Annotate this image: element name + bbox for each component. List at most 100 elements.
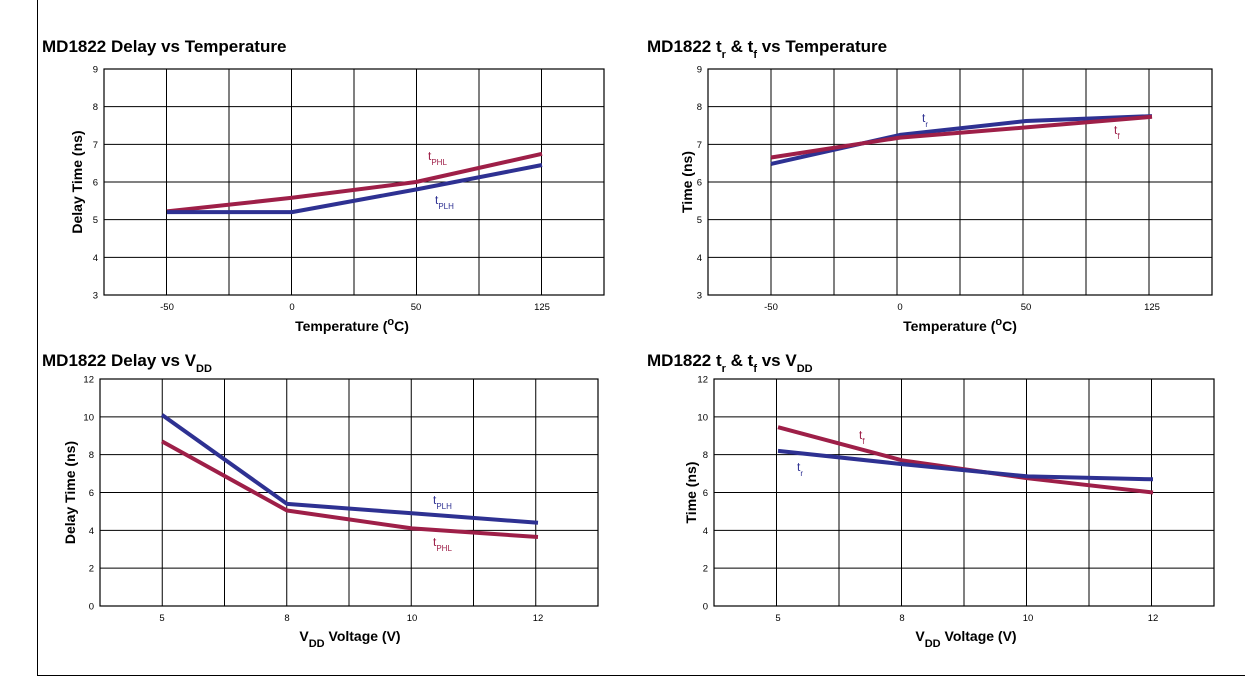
chart-title-subscript-f: f [753,363,757,375]
series-label-tplh: tPLH [433,493,452,511]
x-axis-label-subscript: DD [309,638,325,650]
series-label-text: t [1114,123,1118,137]
series-label-text: t [428,149,432,163]
x-tick-label: 125 [534,302,550,313]
y-tick-label: 3 [697,291,702,302]
y-tick-label: 5 [697,215,702,226]
x-axis-label-superscript: o [387,316,394,328]
series-label-text: t [433,493,437,507]
x-axis-label-tail: Voltage (V) [941,628,1017,644]
plot-grid [100,379,598,606]
y-axis-label: Delay Time (ns) [69,130,85,233]
x-axis-label: VDD Voltage (V) [915,628,1016,650]
x-axis-label-tail: C) [1002,318,1017,334]
y-tick-label: 0 [703,602,708,613]
y-tick-label: 5 [93,215,98,226]
y-axis-label: Time (ns) [683,462,699,524]
chart-title-text: MD1822 t [647,351,722,370]
y-tick-label: 6 [89,488,94,499]
y-tick-label: 8 [89,450,94,461]
y-axis-label: Delay Time (ns) [62,441,78,544]
x-axis-label-subscript: DD [925,638,941,650]
series-label-tf: tf [859,428,865,446]
x-tick-label: 0 [289,302,294,313]
series-label-tphl: tPHL [433,535,452,553]
series-label-text: t [797,460,801,474]
y-tick-label: 10 [697,412,708,423]
y-tick-label: 4 [93,253,98,264]
series-label-tf: tf [1114,123,1120,141]
x-axis-label-tail: C) [394,318,409,334]
y-tick-label: 3 [93,291,98,302]
x-axis-label-tail: Voltage (V) [325,628,401,644]
chart-title: MD1822 tr & tf vs VDD [647,351,813,375]
y-tick-label: 9 [93,65,98,76]
series-label-subscript: PLH [438,202,454,211]
x-tick-label: 12 [1148,613,1159,624]
x-tick-label: 50 [1021,302,1032,313]
x-tick-label: 50 [411,302,422,313]
y-tick-label: 0 [89,602,94,613]
plot-area-border [103,68,605,296]
series-label-tr: tr [797,460,803,478]
y-tick-label: 2 [89,564,94,575]
y-axis-label: Time (ns) [679,151,695,213]
plot-area-border [713,378,1215,607]
chart-title-subscript-r: r [722,363,727,375]
y-tick-label: 7 [697,140,702,151]
x-tick-label: 125 [1144,302,1160,313]
y-tick-label: 6 [93,178,98,189]
y-tick-label: 6 [703,488,708,499]
y-tick-label: 4 [697,253,702,264]
plot-grid [708,69,1212,295]
x-axis-label-text: Temperature ( [903,318,996,334]
series-label-subscript: f [862,437,865,446]
series-label-subscript: PHL [436,544,452,553]
chart-title-text-tail: vs Temperature [757,37,887,56]
x-tick-label: 10 [1023,613,1034,624]
y-tick-label: 9 [697,65,702,76]
chart-title-text-tail: vs V [757,351,797,370]
chart-title-text-mid: & t [726,351,754,370]
y-tick-label: 2 [703,564,708,575]
chart-panel-1: MD1822 Delay vs Temperature 3 4 5 6 7 8 9 -50 0 50… [42,37,605,334]
y-tick-label: 10 [83,412,94,423]
y-tick-label: 12 [83,375,94,386]
y-tick-label: 7 [93,140,98,151]
chart-title-text-mid: & t [726,37,754,56]
chart-title-subscript-dd: DD [797,363,813,375]
series-label-text: t [859,428,863,442]
series-label-subscript: r [800,469,803,478]
series-line-tf [777,425,1154,495]
plot-area-border [99,378,599,607]
y-tick-label: 6 [697,178,702,189]
x-axis-label-text: V [915,628,925,644]
series-label-subscript: PHL [431,158,447,167]
chart-title-text: MD1822 Delay vs V [42,351,197,370]
chart-title-text: MD1822 Delay vs Temperature [42,37,286,56]
plot-grid [104,69,604,295]
x-axis-label: Temperature (oC) [295,316,409,334]
figure-frame [37,0,1245,676]
y-tick-label: 4 [89,526,94,537]
y-tick-label: 8 [93,102,98,113]
x-tick-label: 10 [407,613,418,624]
x-tick-label: -50 [160,302,174,313]
series-label-text: t [922,111,926,125]
y-tick-label: 8 [703,450,708,461]
x-tick-label: 8 [284,613,289,624]
series-label-text: t [433,535,437,549]
series-line-tphl [161,439,539,539]
x-tick-label: 8 [899,613,904,624]
chart-title: MD1822 tr & tf vs Temperature [647,37,887,61]
chart-title: MD1822 Delay vs Temperature [42,37,286,56]
x-tick-label: 12 [533,613,544,624]
x-axis-label-text: V [299,628,309,644]
x-tick-label: 5 [159,613,164,624]
series-label-subscript: PLH [436,502,452,511]
series-label-text: t [435,193,439,207]
